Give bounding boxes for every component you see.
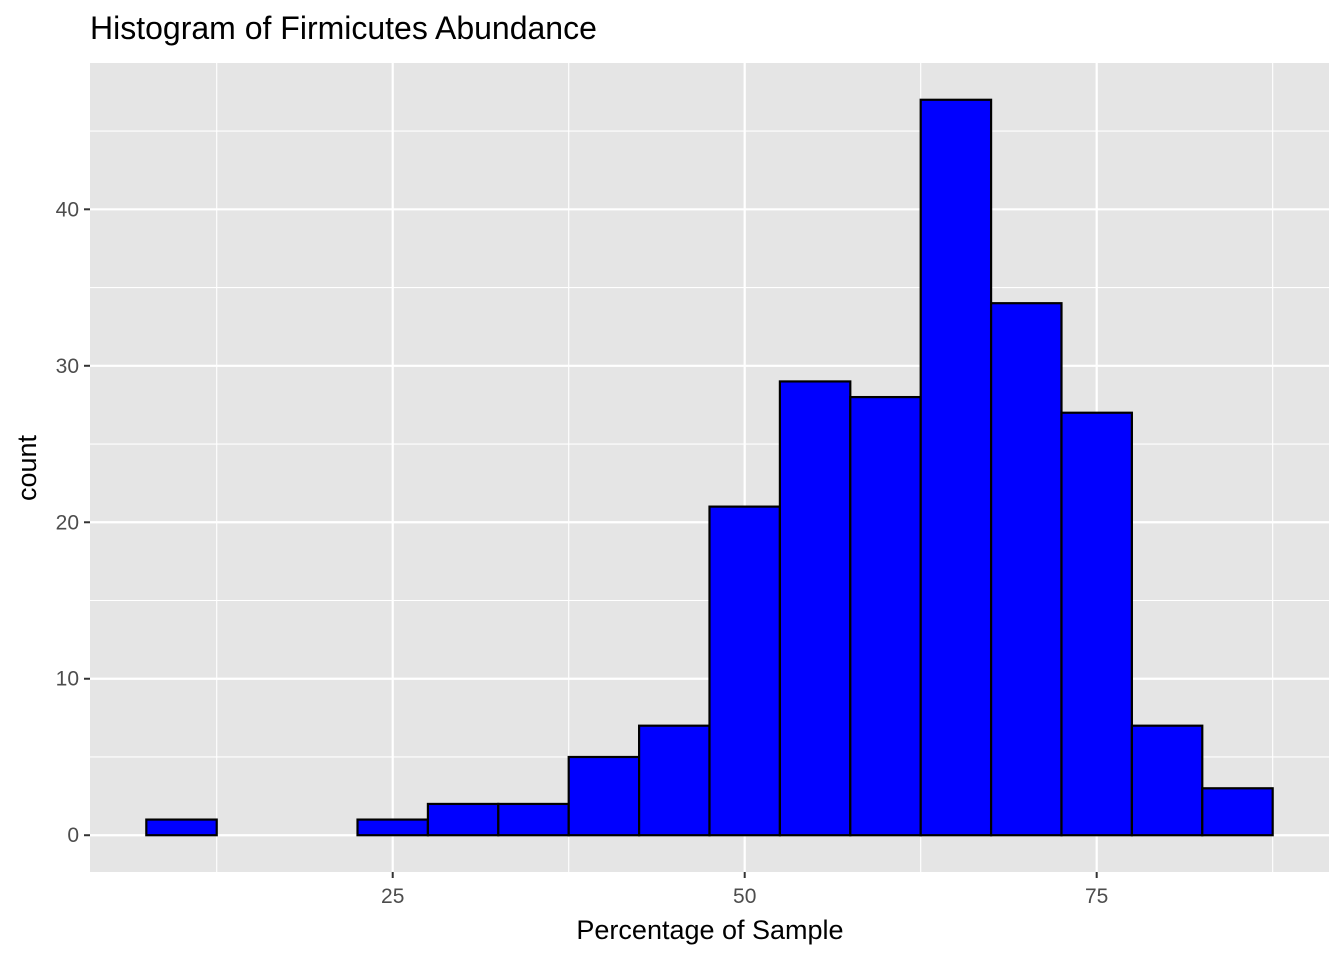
histogram-bar (708, 505, 781, 837)
x-tick-label: 75 (1085, 885, 1108, 908)
histogram-bar (1060, 411, 1133, 837)
x-axis-label: Percentage of Sample (576, 915, 843, 945)
histogram-bar (778, 380, 852, 837)
x-tick-label: 25 (381, 885, 404, 908)
x-tick-label: 50 (733, 885, 756, 908)
y-axis: 0 10 20 30 40 (56, 198, 90, 847)
histogram-bar (497, 802, 570, 837)
x-axis: 25 50 75 (381, 872, 1108, 908)
y-tick-label: 0 (67, 824, 79, 847)
histogram-bar (1201, 787, 1274, 837)
histogram-bar (849, 395, 922, 837)
chart-title: Histogram of Firmicutes Abundance (90, 10, 597, 46)
histogram-bars (145, 98, 1274, 837)
histogram-bar (145, 818, 218, 837)
histogram-bar (567, 755, 641, 837)
histogram-bar (919, 98, 993, 837)
histogram-bar (989, 302, 1063, 837)
histogram-bar (426, 802, 500, 837)
y-tick-label: 40 (56, 198, 79, 221)
histogram-bar (356, 818, 430, 837)
y-tick-label: 10 (56, 668, 79, 691)
histogram-bar (1130, 724, 1204, 837)
y-axis-label: count (12, 434, 42, 501)
histogram-bar (638, 724, 711, 837)
y-tick-label: 30 (56, 355, 79, 378)
y-tick-label: 20 (56, 511, 79, 534)
